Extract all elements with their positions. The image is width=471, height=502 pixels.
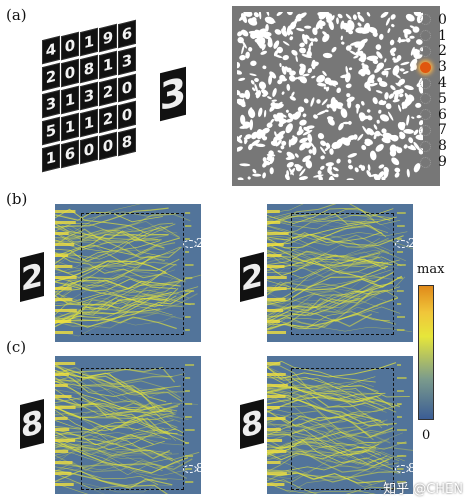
- class-number: 9: [438, 154, 447, 171]
- class-number: 5: [438, 90, 447, 107]
- class-detector-5: 5: [420, 91, 460, 107]
- dashed-region-box: [291, 213, 394, 335]
- ray-traces: [55, 362, 200, 494]
- ray-traces: [267, 360, 413, 494]
- ray-traces: [55, 204, 201, 337]
- mnist-digit-card: 1: [61, 112, 79, 142]
- class-detector-6: 6: [420, 107, 460, 123]
- class-number: 3: [438, 59, 447, 76]
- mnist-digit-card: 0: [61, 31, 79, 61]
- dashed-region-box: [81, 213, 184, 335]
- ray-traces: [267, 204, 413, 334]
- mnist-digit-card: 3: [118, 46, 136, 76]
- detector-ring-icon: [420, 156, 431, 168]
- colorbar-min-label: 0: [422, 428, 431, 443]
- mnist-digit-card: 1: [42, 143, 60, 173]
- mnist-digit-card: 2: [99, 104, 117, 134]
- detector-label: 2: [408, 236, 416, 250]
- class-number: 0: [438, 11, 447, 28]
- panel-label-a: (a): [6, 6, 27, 24]
- watermark: 知乎 @CHEN: [383, 482, 463, 497]
- mnist-digit-card: 1: [80, 108, 98, 138]
- mnist-digit-card: 0: [118, 100, 136, 130]
- mnist-digit-card: 6: [118, 19, 136, 49]
- phase-mask: [232, 6, 440, 186]
- panel-label-b: (b): [6, 190, 28, 208]
- mnist-digit-card: 9: [99, 23, 117, 53]
- mnist-digit-card: 3: [80, 81, 98, 111]
- class-number: 1: [438, 27, 447, 44]
- class-detector-8: 8: [420, 138, 460, 154]
- detector-label: 8: [408, 461, 416, 475]
- mnist-digit-card: 4: [42, 35, 60, 65]
- mnist-digit-card: 1: [61, 85, 79, 115]
- class-detector-1: 1: [420, 28, 460, 44]
- mnist-digit-card: 0: [80, 135, 98, 165]
- light-field-panel: [55, 356, 201, 494]
- light-field-panel: [55, 204, 201, 342]
- colorbar: [418, 285, 434, 420]
- mnist-digit-card: 1: [99, 50, 117, 80]
- detector-ring-icon: [420, 45, 431, 57]
- detector-ring-icon: [420, 77, 431, 89]
- class-number: 4: [438, 75, 447, 92]
- mnist-digit-card: 0: [99, 131, 117, 161]
- dashed-region-box: [81, 368, 184, 490]
- class-number: 7: [438, 122, 447, 139]
- class-detector-3: 3: [420, 59, 460, 75]
- input-digit: 3: [159, 66, 187, 122]
- detector-ring-icon: [420, 61, 431, 73]
- mnist-digit-card: 5: [42, 116, 60, 146]
- detector-label: 2: [196, 236, 204, 250]
- detector-ring-icon: [420, 109, 431, 121]
- sample-digit: 2: [240, 252, 264, 302]
- class-detector-4: 4: [420, 75, 460, 91]
- detector-ring-icon: [420, 124, 431, 136]
- panel-label-c: (c): [6, 338, 27, 356]
- detector-ring-icon: [183, 240, 197, 248]
- class-number: 8: [438, 138, 447, 155]
- mnist-digit-card: 0: [118, 73, 136, 103]
- mnist-digit-card: 3: [42, 89, 60, 119]
- class-number: 2: [438, 43, 447, 60]
- detector-ring-icon: [420, 93, 431, 105]
- class-detector-0: 0: [420, 12, 460, 28]
- detector-label: 8: [196, 461, 204, 475]
- class-detector-9: 9: [420, 154, 460, 170]
- mnist-digit-card: 2: [99, 77, 117, 107]
- mnist-digit-card: 1: [80, 27, 98, 57]
- class-number: 6: [438, 106, 447, 123]
- colorbar-max-label: max: [417, 262, 445, 277]
- mnist-digit-card: 6: [61, 139, 79, 169]
- detector-ring-icon: [395, 465, 409, 473]
- mnist-digit-card: 0: [61, 58, 79, 88]
- mnist-digit-card: 8: [80, 54, 98, 84]
- detector-ring-icon: [183, 465, 197, 473]
- sample-digit: 8: [240, 399, 264, 449]
- detector-ring-icon: [395, 240, 409, 248]
- detector-ring-icon: [420, 14, 431, 26]
- class-detector-7: 7: [420, 123, 460, 139]
- class-detector-2: 2: [420, 44, 460, 60]
- mnist-digit-card: 8: [118, 127, 136, 157]
- dashed-region-box: [291, 368, 394, 490]
- mask-pattern: [237, 12, 423, 180]
- sample-digit: 8: [20, 399, 44, 449]
- detector-ring-icon: [420, 140, 431, 152]
- detector-ring-icon: [420, 30, 431, 42]
- sample-digit: 2: [20, 252, 44, 302]
- mnist-digit-card: 2: [42, 62, 60, 92]
